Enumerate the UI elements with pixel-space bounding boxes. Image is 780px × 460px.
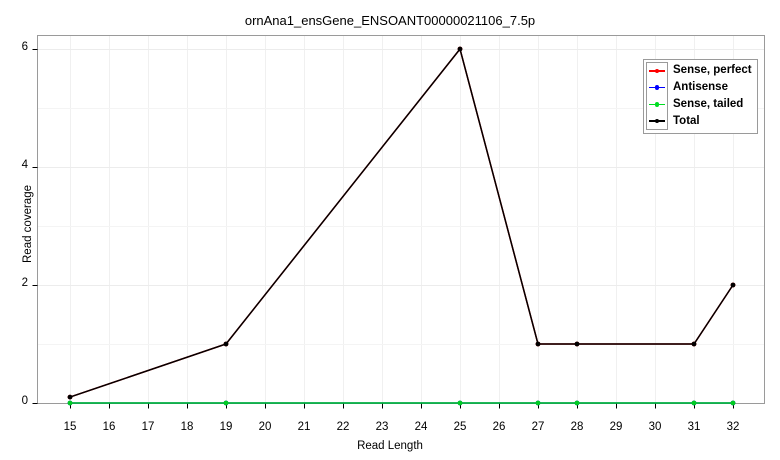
data-point: [730, 400, 736, 406]
x-tick-label: 20: [258, 421, 272, 433]
legend-item: Total: [646, 113, 752, 130]
data-point: [730, 282, 736, 288]
y-tick-label: 0: [21, 395, 28, 407]
data-point: [574, 341, 580, 347]
y-axis-label: Read coverage: [22, 185, 34, 263]
data-point: [535, 400, 541, 406]
x-tick-label: 22: [336, 421, 350, 433]
x-tick-label: 29: [609, 421, 623, 433]
x-tick-label: 21: [297, 421, 311, 433]
x-tick-label: 17: [141, 421, 155, 433]
chart-legend: Sense, perfect Antisense Sense, tailed Tota…: [643, 59, 758, 134]
legend-label: Total: [673, 115, 700, 127]
x-tick-label: 24: [414, 421, 428, 433]
x-tick-label: 15: [63, 421, 77, 433]
data-point: [574, 400, 580, 406]
data-point: [457, 46, 463, 52]
data-point: [223, 400, 229, 406]
legend-key-icon: [646, 62, 668, 79]
y-tick-label: 4: [21, 159, 28, 171]
x-tick-label: 23: [375, 421, 389, 433]
chart-title: ornAna1_ensGene_ENSOANT00000021106_7.5p: [244, 13, 536, 28]
y-tick-label: 2: [21, 277, 28, 289]
data-point: [691, 341, 697, 347]
data-point: [691, 400, 697, 406]
x-tick-label: 28: [570, 421, 584, 433]
data-point: [535, 341, 541, 347]
legend-label: Sense, perfect: [673, 64, 752, 76]
legend-key-icon: [646, 113, 668, 130]
x-tick-label: 26: [492, 421, 506, 433]
x-tick-label: 25: [453, 421, 467, 433]
legend-label: Antisense: [673, 81, 728, 93]
x-tick-label: 16: [102, 421, 116, 433]
x-tick-label: 32: [726, 421, 740, 433]
data-point: [67, 394, 73, 400]
legend-item: Sense, tailed: [646, 96, 752, 113]
series-total: [67, 46, 736, 400]
series-sense-tailed: [67, 400, 736, 406]
legend-key-icon: [646, 96, 668, 113]
x-tick-label: 19: [219, 421, 233, 433]
data-point: [67, 400, 73, 406]
series-sense-perfect: [67, 46, 736, 400]
data-series-group: [67, 46, 736, 406]
x-tick-label: 30: [648, 421, 662, 433]
legend-key-icon: [646, 79, 668, 96]
x-tick-label: 18: [180, 421, 194, 433]
legend-item: Antisense: [646, 79, 752, 96]
legend-label: Sense, tailed: [673, 98, 744, 110]
data-point: [223, 341, 229, 347]
y-tick-label: 6: [21, 41, 28, 53]
x-axis-label: Read Length: [357, 440, 423, 452]
x-tick-label: 27: [531, 421, 545, 433]
data-point: [457, 400, 463, 406]
axis-ticks: [32, 49, 734, 409]
x-tick-label: 31: [687, 421, 701, 433]
legend-item: Sense, perfect: [646, 62, 752, 79]
